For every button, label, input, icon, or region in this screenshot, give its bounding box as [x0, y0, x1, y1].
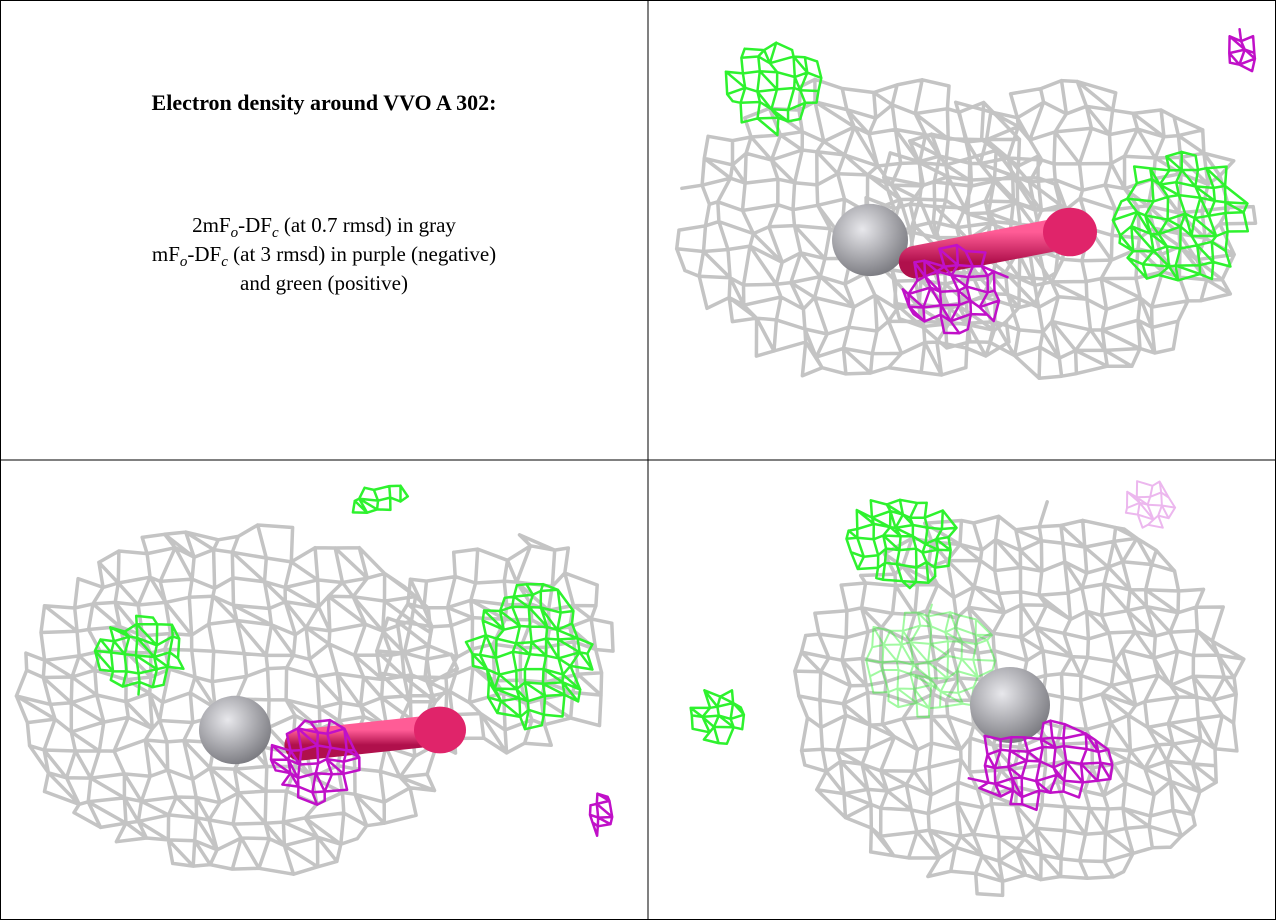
text: (at 3 rmsd) in purple (negative) [228, 242, 496, 266]
text: (at 0.7 rmsd) in gray [279, 213, 457, 237]
text: -DF [187, 242, 221, 266]
text: -DF [238, 213, 272, 237]
atom [414, 707, 466, 754]
text: 2mF [192, 213, 231, 237]
text: mF [152, 242, 180, 266]
atom [199, 696, 271, 764]
caption-title: Electron density around VVO A 302: [152, 90, 497, 115]
caption-line: mFo-DFc (at 3 rmsd) in purple (negative) [152, 242, 496, 270]
atom [1043, 208, 1097, 257]
atom [970, 667, 1050, 743]
figure: Electron density around VVO A 302: 2mFo-… [0, 0, 1276, 920]
atom [832, 204, 908, 276]
caption-line: and green (positive) [240, 271, 408, 295]
